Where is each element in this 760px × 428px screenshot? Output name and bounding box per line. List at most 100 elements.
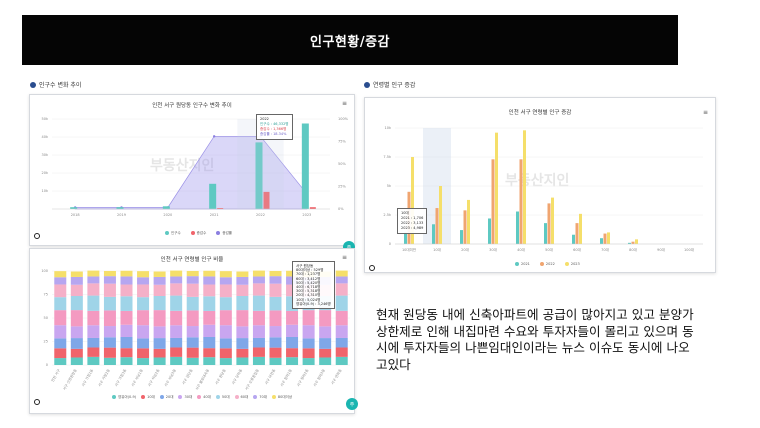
ratio-segment — [70, 357, 83, 365]
ratio-segment — [302, 358, 315, 365]
legend-item[interactable]: 증감률 — [216, 231, 232, 236]
x-tick-label: 70대 — [601, 247, 609, 252]
ratio-segment — [269, 276, 282, 284]
ratio-segment — [120, 270, 133, 277]
legend-item[interactable]: 2023 — [564, 262, 580, 266]
population-bar — [162, 206, 170, 209]
ratio-segment — [302, 338, 315, 349]
age-bar — [572, 234, 575, 244]
legend-item[interactable]: 50대 — [215, 395, 230, 400]
age-bar — [467, 199, 470, 244]
y2-tick-label: 0% — [338, 207, 344, 211]
age-bar — [460, 230, 463, 244]
legend-item[interactable]: 2021 — [515, 262, 530, 266]
ratio-segment — [103, 337, 116, 348]
x-tick-label: 20대 — [461, 247, 469, 252]
legend-item[interactable]: 인구수 — [165, 231, 181, 236]
ratio-segment — [87, 310, 100, 326]
legend-item[interactable]: 40대 — [197, 395, 211, 400]
ratio-segment — [54, 271, 67, 278]
x-tick-label: 2019 — [117, 213, 126, 217]
age-bar — [491, 159, 495, 244]
ratio-segment — [153, 271, 166, 277]
y2-tick-label: 75% — [338, 140, 346, 144]
ratio-segment — [137, 297, 150, 311]
x-tick-label: 서구 가정1동 — [80, 367, 94, 387]
ratio-segment — [252, 283, 265, 296]
ratio-segment — [87, 276, 100, 284]
tooltip-line: 20대 : 4,310명 — [296, 293, 321, 298]
ratio-segment — [335, 337, 348, 348]
tooltip-line: 40대 : 6,718명 — [296, 285, 321, 290]
population-bar — [209, 183, 217, 209]
ratio-segment — [153, 276, 166, 285]
y-tick-label: 10k — [385, 126, 392, 130]
ratio-segment — [120, 284, 133, 297]
tooltip-line: 증감률 : 18.34% — [260, 132, 287, 136]
ratio-segment — [137, 277, 150, 285]
population-bar — [301, 123, 309, 209]
ratio-segment — [120, 357, 133, 365]
section-label-text: 인구수 변화 추이 — [39, 82, 82, 89]
x-tick-label: 서구 불로대곡동 — [194, 367, 211, 391]
age-bar — [551, 197, 554, 244]
hamburger-menu-icon[interactable]: ≡ — [703, 109, 709, 116]
age-change-chart: 0 2.5k 5k 7.5k 10k 10대미만 10대 20대 30대 40대 50대 60대 70대… — [383, 126, 703, 252]
ratio-segment — [236, 310, 249, 327]
x-tick-label: 2021 — [210, 213, 219, 217]
legend-item[interactable]: 60대 — [234, 395, 248, 400]
ratio-segment — [203, 310, 216, 325]
legend-item[interactable]: 10대 — [141, 395, 155, 400]
ratio-segment — [252, 276, 265, 284]
legend-item[interactable]: 증감수 — [190, 231, 206, 236]
legend-item[interactable]: 80대이상 — [271, 395, 292, 400]
info-circle-icon — [34, 233, 40, 239]
ratio-segment — [203, 357, 216, 365]
hamburger-menu-icon[interactable]: ≡ — [342, 254, 348, 261]
ratio-segment — [54, 338, 67, 349]
age-bar — [635, 239, 638, 244]
tooltip-line: 2023 : 4,989 — [401, 226, 424, 230]
y2-tick-label: 100% — [338, 117, 349, 121]
legend-item[interactable]: 영유아(0-9) — [112, 395, 136, 400]
y-tick-label: 25 — [44, 340, 48, 344]
header-bar: 인구현황/증감 — [22, 15, 678, 65]
ratio-segment — [219, 277, 232, 285]
ratio-segment — [137, 310, 150, 326]
age-bar — [488, 218, 491, 244]
ratio-segment — [170, 270, 183, 277]
ratio-segment — [87, 347, 100, 357]
legend-item[interactable]: 20대 — [159, 395, 173, 400]
ratio-segment — [170, 337, 183, 348]
legend-item[interactable]: 2022 — [539, 262, 555, 266]
ratio-segment — [219, 271, 232, 278]
ratio-segment — [335, 295, 348, 311]
x-tick-label: 10대미만 — [402, 247, 417, 252]
legend-item[interactable]: 70대 — [253, 395, 267, 400]
section-label-population-trend: 인구수 변화 추이 — [30, 80, 81, 89]
chart-title: 인천 서구 연령별 인구 비율 — [160, 257, 224, 263]
age-bar — [463, 210, 467, 244]
ratio-segment — [70, 338, 83, 349]
ratio-segment — [335, 270, 348, 277]
x-tick-label: 서구 원당동 — [214, 367, 227, 385]
tooltip-line: 60대 : 3,412명 — [296, 276, 321, 281]
ratio-segment — [120, 310, 133, 325]
population-bar — [255, 142, 263, 209]
ratio-segment — [186, 347, 199, 358]
ratio-segment — [54, 358, 67, 365]
ratio-segment — [335, 356, 348, 365]
floating-action-button[interactable]: 주 — [346, 398, 358, 410]
hamburger-menu-icon[interactable]: ≡ — [342, 100, 348, 107]
y-tick-label: 30k — [42, 153, 49, 157]
y-tick-label: 0 — [46, 363, 48, 367]
population-bar — [116, 207, 124, 209]
ratio-segment — [153, 357, 166, 365]
x-tick-label: 서구 검단동 — [181, 367, 194, 385]
chart-tooltip: 서구 원당동 80대이상 : 529명 70대 : 1,237명 60대 : 3,41… — [292, 261, 335, 310]
population-bar — [70, 207, 78, 209]
legend-item[interactable]: 30대 — [178, 395, 192, 400]
ratio-segment — [120, 348, 133, 358]
y-tick-label: 20k — [42, 171, 49, 175]
chart-card-age-change: 인천 서구 연령별 인구 증감 ≡ 부동산지인 0 2.5k 5k 7.5k 10k 10… — [364, 97, 716, 273]
